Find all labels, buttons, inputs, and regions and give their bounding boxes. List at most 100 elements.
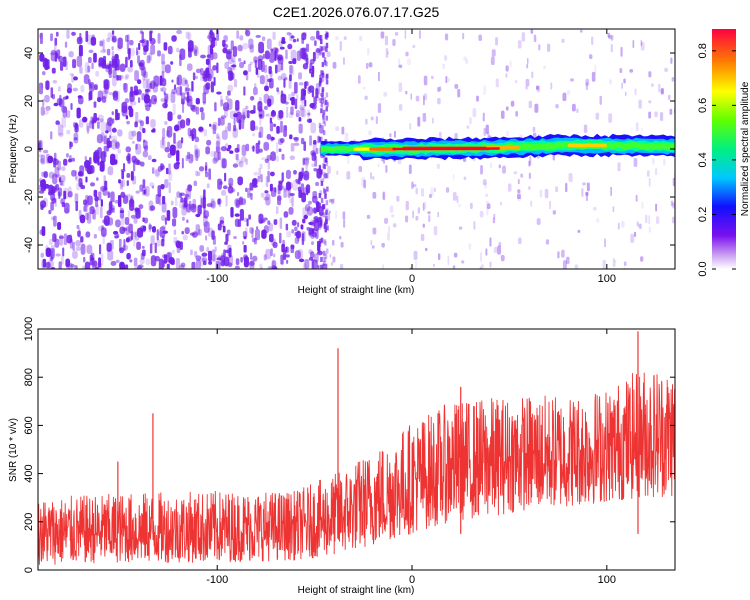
noise-cell — [114, 235, 119, 239]
y-tick-label: 20 — [23, 95, 35, 107]
noise-cell — [535, 85, 539, 90]
noise-cell — [294, 250, 301, 260]
y-tick-label: 0 — [23, 567, 35, 573]
noise-cell — [224, 172, 227, 182]
noise-cell — [268, 65, 272, 75]
noise-cell — [384, 35, 389, 46]
noise-cell — [144, 94, 150, 104]
noise-cell — [68, 51, 74, 58]
noise-cell — [286, 181, 292, 191]
noise-cell — [190, 154, 195, 162]
noise-cell — [163, 42, 168, 51]
noise-cell — [276, 90, 281, 95]
noise-cell — [322, 263, 325, 269]
noise-cell — [71, 169, 77, 177]
noise-cell — [200, 67, 204, 76]
noise-cell — [299, 106, 305, 118]
noise-cell — [579, 29, 583, 33]
noise-cell — [323, 164, 326, 170]
noise-cell — [342, 211, 346, 220]
x-tick-label: -100 — [206, 574, 228, 586]
noise-cell — [166, 263, 170, 269]
noise-cell — [392, 223, 397, 228]
noise-cell — [171, 79, 174, 83]
noise-cell — [143, 217, 149, 224]
noise-cell — [532, 132, 537, 137]
noise-cell — [412, 44, 416, 49]
noise-cell — [392, 39, 396, 47]
noise-cell — [321, 89, 324, 95]
noise-cell — [173, 236, 178, 244]
noise-cell — [112, 68, 117, 79]
noise-cell — [319, 190, 322, 196]
colorbar: 0.0 0.2 0.4 0.6 0.8 Normalized spectral ampl… — [697, 29, 750, 277]
noise-cell — [200, 111, 205, 121]
noise-cell — [264, 190, 269, 194]
noise-cell — [216, 62, 219, 74]
noise-cell — [86, 244, 93, 254]
noise-cell — [90, 182, 96, 187]
noise-cell — [175, 141, 179, 153]
noise-cell — [249, 110, 256, 114]
noise-cell — [433, 226, 438, 236]
noise-cell — [103, 48, 107, 53]
noise-cell — [194, 250, 198, 258]
noise-cell — [75, 201, 79, 212]
noise-cell — [332, 256, 336, 263]
noise-cell — [670, 57, 673, 64]
noise-cell — [517, 178, 520, 185]
noise-cell — [485, 200, 490, 205]
noise-cell — [135, 143, 138, 150]
noise-cell — [153, 98, 157, 102]
noise-cell — [671, 216, 675, 224]
noise-cell — [261, 36, 266, 42]
noise-cell — [325, 115, 328, 121]
noise-cell — [296, 94, 299, 100]
noise-cell — [98, 191, 102, 201]
noise-cell — [325, 209, 328, 215]
noise-cell — [634, 88, 637, 96]
noise-cell — [183, 197, 188, 208]
noise-cell — [82, 256, 86, 263]
noise-cell — [274, 187, 277, 193]
noise-cell — [528, 186, 531, 190]
noise-cell — [226, 98, 233, 111]
noise-cell — [307, 109, 310, 118]
noise-cell — [319, 50, 322, 56]
snr-y-axis-title: SNR (10 * v/v) — [8, 418, 19, 482]
noise-cell — [289, 74, 292, 82]
noise-cell — [315, 96, 321, 101]
noise-cell — [169, 144, 176, 156]
noise-cell — [550, 82, 553, 90]
noise-cell — [528, 100, 533, 109]
noise-cell — [422, 203, 425, 212]
noise-cell — [52, 80, 58, 84]
noise-cell — [232, 163, 239, 168]
noise-cell — [205, 162, 208, 174]
noise-cell — [293, 136, 299, 141]
noise-cell — [357, 75, 361, 84]
noise-cell — [252, 178, 257, 187]
noise-cell — [78, 119, 84, 128]
noise-cell — [289, 64, 293, 74]
noise-cell — [42, 258, 47, 268]
noise-cell — [111, 139, 117, 150]
noise-cell — [103, 79, 108, 90]
noise-cell — [172, 103, 176, 116]
noise-cell — [318, 136, 322, 142]
noise-cell — [269, 233, 274, 243]
noise-cell — [119, 210, 125, 214]
noise-cell — [321, 52, 325, 58]
noise-cell — [372, 191, 377, 199]
noise-cell — [623, 78, 626, 84]
noise-cell — [617, 162, 621, 172]
noise-cell — [313, 207, 317, 214]
noise-cell — [561, 249, 565, 258]
noise-cell — [162, 230, 169, 234]
noise-cell — [161, 78, 167, 87]
noise-cell — [267, 170, 270, 183]
noise-cell — [623, 266, 626, 269]
noise-cell — [613, 263, 617, 267]
noise-cell — [215, 140, 220, 152]
noise-cell — [227, 84, 234, 92]
